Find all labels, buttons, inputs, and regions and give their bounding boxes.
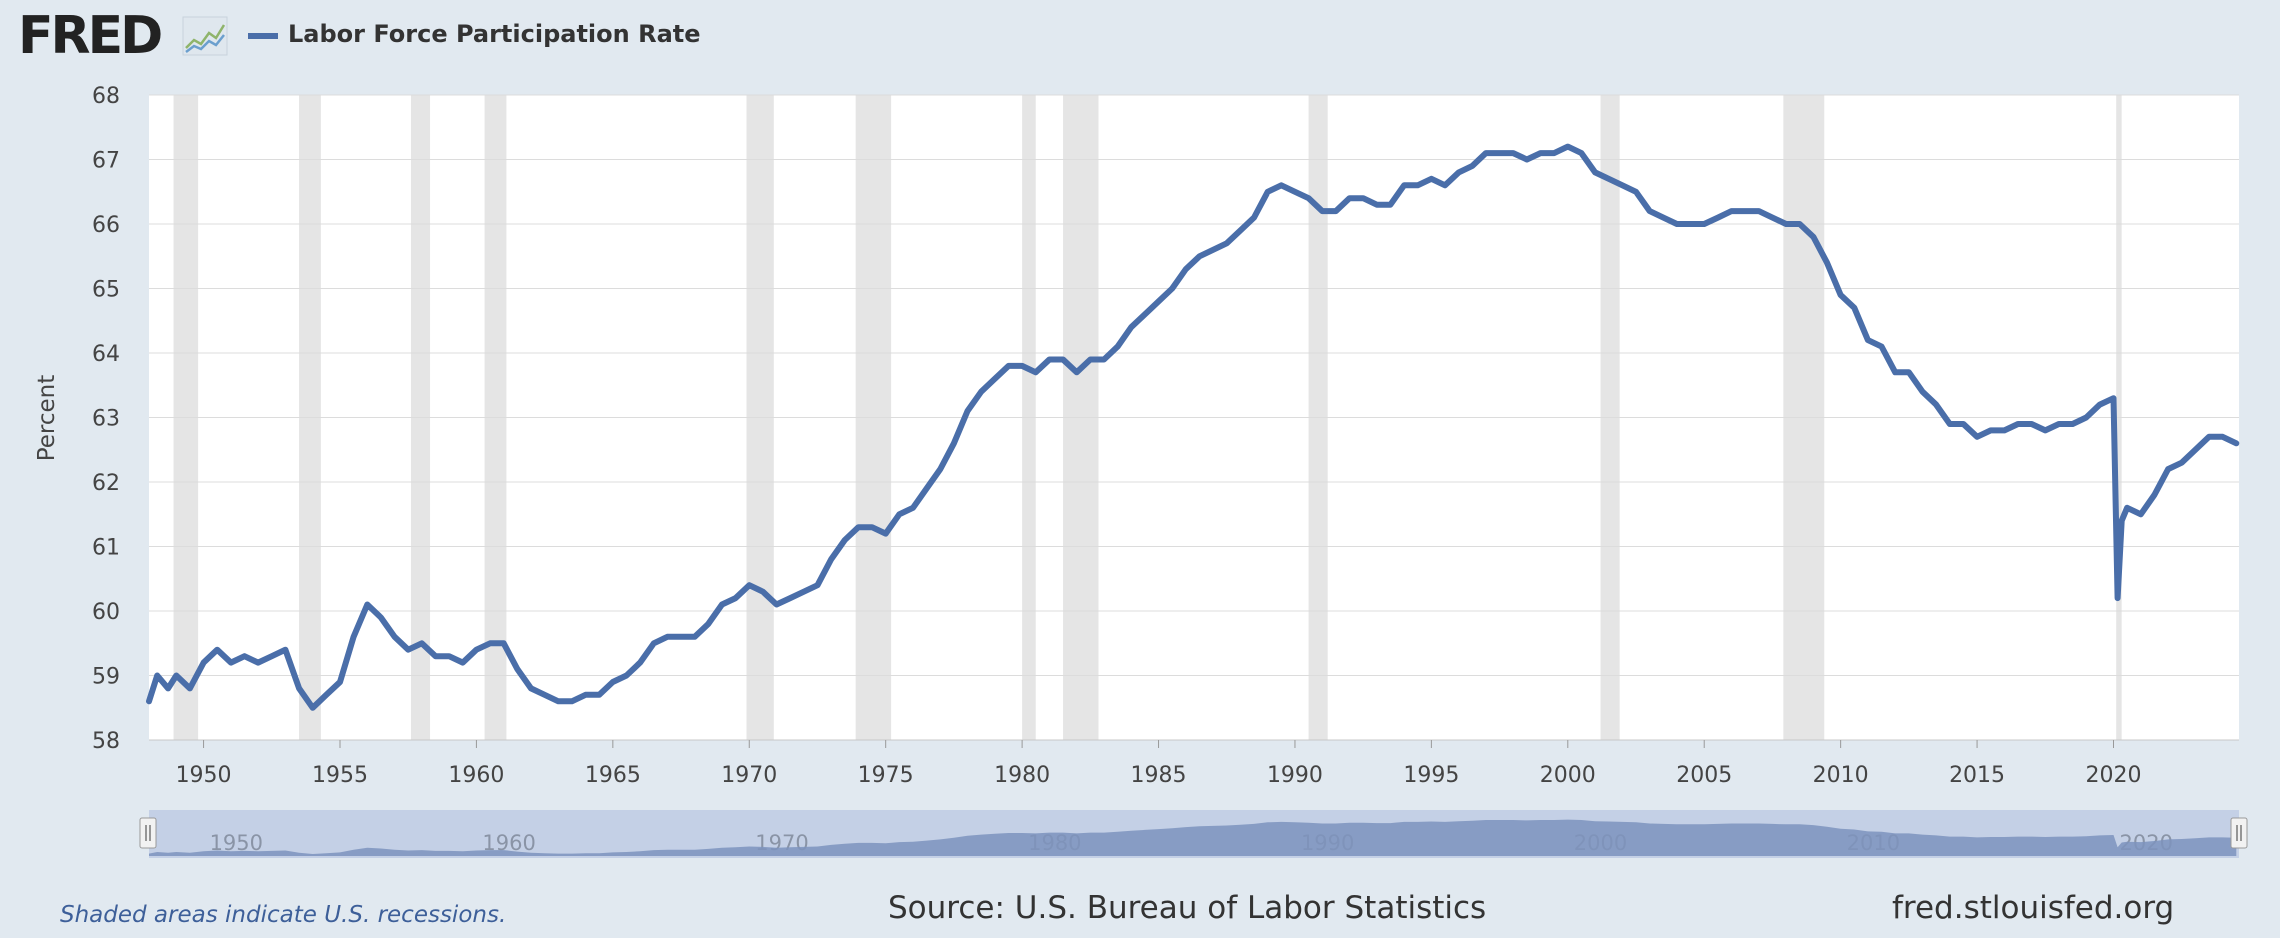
- x-tick-label: 1970: [721, 763, 777, 788]
- x-tick-label: 2005: [1676, 763, 1732, 788]
- x-tick-label: 1985: [1131, 763, 1187, 788]
- y-tick-label: 59: [92, 665, 120, 690]
- chart-trend-icon: [182, 16, 228, 56]
- x-tick-label: 1955: [312, 763, 368, 788]
- series-line: [146, 143, 2240, 711]
- x-tick-label: 2020: [2085, 763, 2141, 788]
- navigator-right-handle[interactable]: [2230, 817, 2248, 849]
- site-link[interactable]: fred.stlouisfed.org: [1892, 890, 2175, 926]
- x-tick-label: 1980: [994, 763, 1050, 788]
- gridlines: [149, 94, 2239, 741]
- x-tick-labels: 1950 1955 1960 1965 1970 1975 1980 1985 1990 1995…: [176, 740, 2141, 788]
- fred-logo[interactable]: FRED: [18, 6, 163, 66]
- range-navigator[interactable]: 19501960197019801990200020102020: [139, 810, 2248, 858]
- x-tick-label: 2010: [1813, 763, 1869, 788]
- y-tick-label: 66: [92, 213, 120, 238]
- source-text: Source: U.S. Bureau of Labor Statistics: [888, 890, 1487, 926]
- y-tick-label: 68: [92, 84, 120, 109]
- recession-note: Shaded areas indicate U.S. recessions.: [60, 902, 507, 928]
- y-axis-label: Percent: [34, 375, 60, 462]
- x-tick-label: 1995: [1403, 763, 1459, 788]
- x-tick-label: 2015: [1949, 763, 2005, 788]
- series-layer: [146, 143, 2240, 711]
- x-tick-label: 1975: [858, 763, 914, 788]
- x-tick-label: 1965: [585, 763, 641, 788]
- y-tick-label: 58: [92, 729, 120, 754]
- x-tick-label: 2000: [1540, 763, 1596, 788]
- y-tick-label: 67: [92, 149, 120, 174]
- x-tick-label: 1960: [448, 763, 504, 788]
- y-tick-label: 65: [92, 278, 120, 303]
- y-tick-label: 64: [92, 342, 120, 367]
- legend-label[interactable]: Labor Force Participation Rate: [288, 20, 701, 48]
- x-tick-label: 1950: [176, 763, 232, 788]
- chart-header: FRED Labor Force Participation Rate: [0, 0, 2280, 72]
- y-tick-label: 60: [92, 600, 120, 625]
- y-tick-label: 61: [92, 536, 120, 561]
- navigator-left-handle[interactable]: [139, 817, 157, 849]
- y-tick-label: 62: [92, 471, 120, 496]
- y-tick-label: 63: [92, 407, 120, 432]
- y-tick-labels: 58 59 60 61 62 63 64 65 66 67 68: [92, 84, 120, 754]
- legend-swatch: [248, 33, 278, 39]
- navigator-area: [149, 819, 2237, 856]
- x-tick-label: 1990: [1267, 763, 1323, 788]
